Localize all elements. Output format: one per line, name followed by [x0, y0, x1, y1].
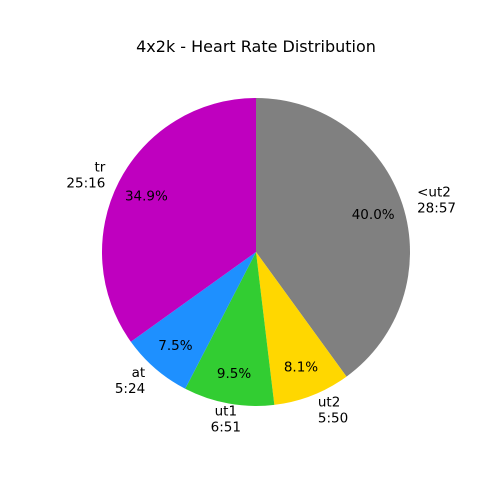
pie-labels: 40.0% <ut2 28:57 8.1% ut2 5:50 9.5% ut1 6:51 7.5%… — [66, 160, 456, 436]
slice-percent-label: 34.9% — [125, 189, 168, 205]
slice-percent-label: 40.0% — [352, 207, 395, 223]
slice-percent-label: 7.5% — [158, 338, 192, 354]
slice-percent-label: 9.5% — [217, 366, 251, 382]
pie-slice-at-3 — [130, 252, 256, 389]
slice-outer-label: at 5:24 — [115, 365, 145, 397]
slice-outer-label: ut2 5:50 — [318, 395, 348, 427]
slice-outer-label: <ut2 28:57 — [417, 185, 456, 217]
slice-outer-label: tr 25:16 — [66, 160, 105, 192]
chart-title: 4x2k - Heart Rate Distribution — [136, 37, 376, 56]
slice-percent-label: 8.1% — [284, 360, 318, 376]
pie-slice-ut2-1 — [256, 252, 347, 405]
pie-slices — [101, 98, 410, 406]
pie-slice-ut2-0 — [256, 98, 410, 377]
pie-slice-tr-4 — [101, 98, 257, 342]
slice-outer-label: ut1 6:51 — [211, 404, 241, 436]
pie-slice-ut1-2 — [185, 252, 275, 406]
